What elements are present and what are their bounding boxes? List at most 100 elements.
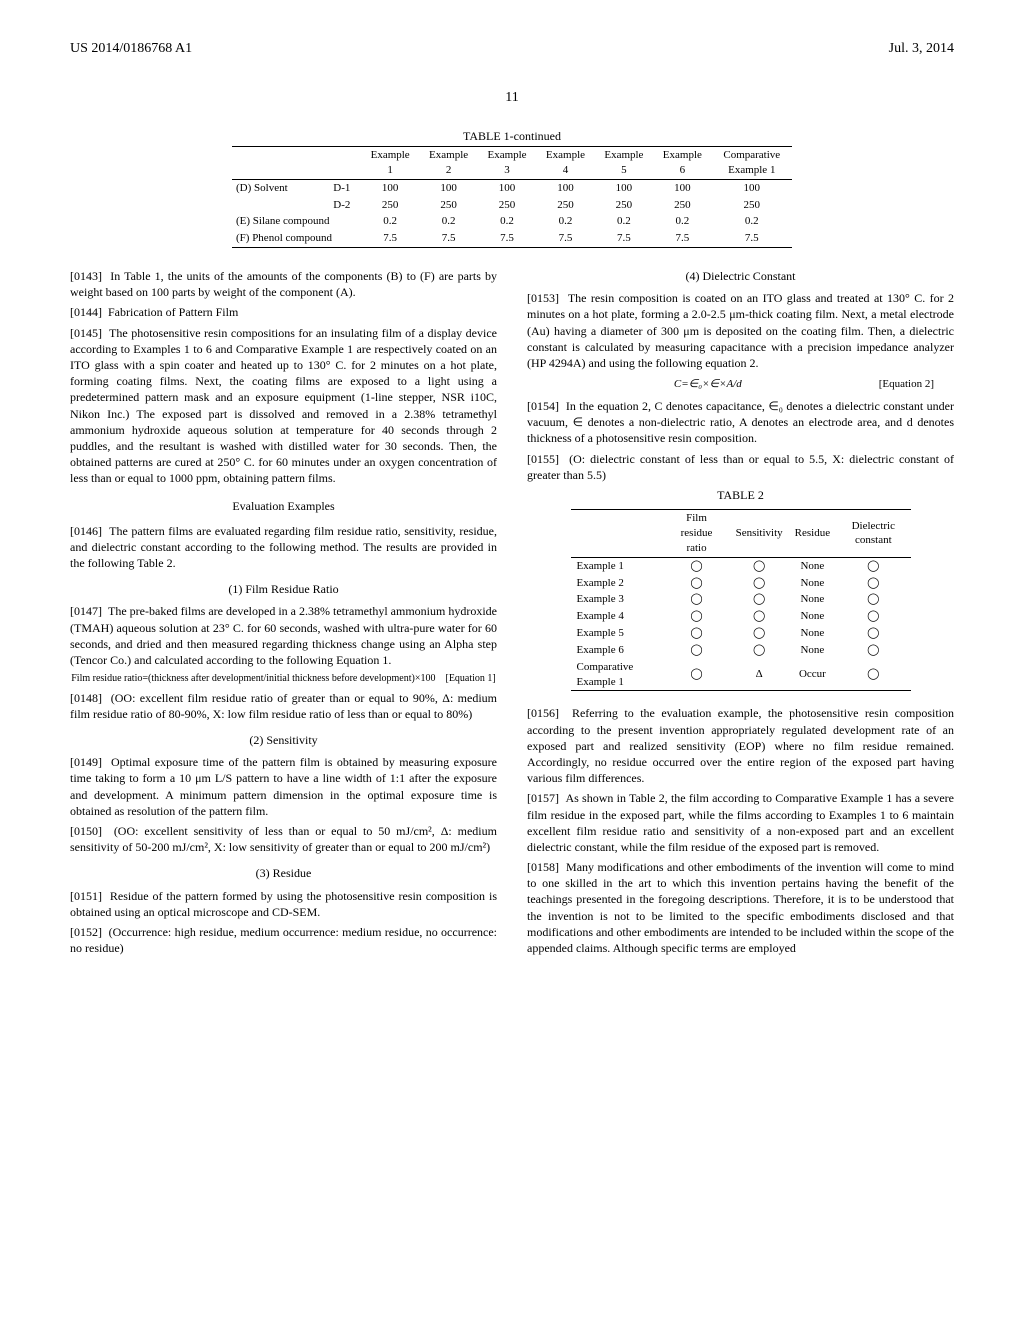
t2-cell: Example 2 [571, 575, 664, 592]
t1-cell: 100 [419, 179, 477, 196]
para-text: As shown in Table 2, the film according … [527, 791, 954, 854]
t2-cell: ◯ [836, 625, 910, 642]
t2-cell: None [789, 557, 836, 574]
t1-cell: 0.2 [478, 213, 536, 230]
t1-cell: 0.2 [653, 213, 711, 230]
page-number: 11 [70, 89, 954, 108]
t1-h6: Example6 [653, 146, 711, 179]
t2-cell: ◯ [730, 625, 789, 642]
eval-heading: Evaluation Examples [70, 498, 497, 514]
t2-cell: ◯ [663, 642, 729, 659]
para-text: Optimal exposure time of the pattern fil… [70, 755, 497, 818]
para-text: The pre-baked films are developed in a 2… [70, 604, 497, 667]
para-text: (O: dielectric constant of less than or … [527, 452, 954, 482]
t2-cell: ◯ [836, 591, 910, 608]
para-0155: [0155] (O: dielectric constant of less t… [527, 451, 954, 483]
t2-cell: ◯ [730, 608, 789, 625]
t2-cell: ◯ [836, 642, 910, 659]
para-text: Fabrication of Pattern Film [108, 305, 238, 319]
para-0149: [0149] Optimal exposure time of the patt… [70, 754, 497, 819]
t1-cell [232, 197, 323, 214]
t1-cell: 7.5 [361, 230, 419, 247]
t2-cell: Example 3 [571, 591, 664, 608]
t1-cell: 250 [478, 197, 536, 214]
para-0147: [0147] The pre-baked films are developed… [70, 603, 497, 668]
t1-cell: 100 [478, 179, 536, 196]
t1-h3: Example3 [478, 146, 536, 179]
page-header: US 2014/0186768 A1 Jul. 3, 2014 [70, 40, 954, 59]
t1-cell: 100 [536, 179, 594, 196]
t2-cell: ◯ [663, 608, 729, 625]
t1-cell: 0.2 [419, 213, 477, 230]
t1-cell: 100 [595, 179, 653, 196]
t2-cell: None [789, 608, 836, 625]
equation-2: C=∈₀×∈×A/d [Equation 2] [547, 377, 934, 392]
t2-cell: ◯ [836, 659, 910, 691]
sub3: (3) Residue [70, 865, 497, 881]
t2-cell: ◯ [836, 575, 910, 592]
para-0144: [0144] Fabrication of Pattern Film [70, 304, 497, 320]
t1-cell: (D) Solvent [232, 179, 323, 196]
t1-cell: 250 [653, 197, 711, 214]
t2-h: Sensitivity [730, 510, 789, 558]
t2-cell: ◯ [730, 557, 789, 574]
para-text: (Occurrence: high residue, medium occurr… [70, 925, 497, 955]
t2-cell: Example 4 [571, 608, 664, 625]
t1-cell: 7.5 [595, 230, 653, 247]
t2-cell: None [789, 591, 836, 608]
equation-1: Film residue ratio=(thickness after deve… [70, 672, 497, 686]
t2-cell: None [789, 575, 836, 592]
t1-h1: Example1 [361, 146, 419, 179]
t2-cell: ◯ [663, 625, 729, 642]
t1-cell: 0.2 [595, 213, 653, 230]
body-columns: [0143] In Table 1, the units of the amou… [70, 268, 954, 963]
table1-caption: TABLE 1-continued [70, 128, 954, 144]
para-0157: [0157] As shown in Table 2, the film acc… [527, 790, 954, 855]
t1-cell: 250 [361, 197, 419, 214]
t2-cell: Example 1 [571, 557, 664, 574]
t1-cell: 250 [536, 197, 594, 214]
t2-cell: Example 6 [571, 642, 664, 659]
para-0152: [0152] (Occurrence: high residue, medium… [70, 924, 497, 956]
header-left: US 2014/0186768 A1 [70, 40, 192, 59]
t1-h2: Example2 [419, 146, 477, 179]
t1-h7: ComparativeExample 1 [712, 146, 792, 179]
para-0148: [0148] (OO: excellent film residue ratio… [70, 690, 497, 722]
t1-cell: (F) Phenol compound [232, 230, 361, 247]
t2-h: Residue [789, 510, 836, 558]
eq2-tag: [Equation 2] [869, 377, 934, 392]
para-text: The pattern films are evaluated regardin… [70, 524, 497, 570]
para-text: In Table 1, the units of the amounts of … [70, 269, 497, 299]
para-0150: [0150] (OO: excellent sensitivity of les… [70, 823, 497, 855]
eq2-text: C=∈₀×∈×A/d [674, 378, 742, 390]
eq1-tag: [Equation 1] [445, 673, 495, 684]
para-0154: [0154] In the equation 2, C denotes capa… [527, 398, 954, 447]
table1: Example1 Example2 Example3 Example4 Exam… [232, 146, 792, 248]
t2-cell: ◯ [730, 591, 789, 608]
para-0151: [0151] Residue of the pattern formed by … [70, 888, 497, 920]
para-0153: [0153] The resin composition is coated o… [527, 290, 954, 371]
t2-cell: ◯ [836, 557, 910, 574]
t2-cell: None [789, 642, 836, 659]
t1-cell: 100 [712, 179, 792, 196]
t1-cell: 0.2 [712, 213, 792, 230]
t2-cell: ◯ [663, 659, 729, 691]
para-text: (OO: excellent sensitivity of less than … [70, 824, 497, 854]
para-text: The photosensitive resin compositions fo… [70, 326, 497, 486]
para-0158: [0158] Many modifications and other embo… [527, 859, 954, 956]
t1-cell: 0.2 [536, 213, 594, 230]
t2-cell: ◯ [836, 608, 910, 625]
t2-cell: Δ [730, 659, 789, 691]
t2-h [571, 510, 664, 558]
eq1-text: Film residue ratio=(thickness after deve… [71, 673, 435, 684]
para-text: In the equation 2, C denotes capacitance… [527, 399, 954, 445]
table2: Film residue ratio Sensitivity Residue D… [571, 509, 911, 691]
t2-cell: ◯ [730, 575, 789, 592]
t2-h: Dielectric constant [836, 510, 910, 558]
t2-h: Film residue ratio [663, 510, 729, 558]
t2-cell: ◯ [663, 591, 729, 608]
t2-cell: ◯ [663, 557, 729, 574]
t2-cell: ◯ [730, 642, 789, 659]
para-0156: [0156] Referring to the evaluation examp… [527, 705, 954, 786]
t1-cell: 7.5 [419, 230, 477, 247]
